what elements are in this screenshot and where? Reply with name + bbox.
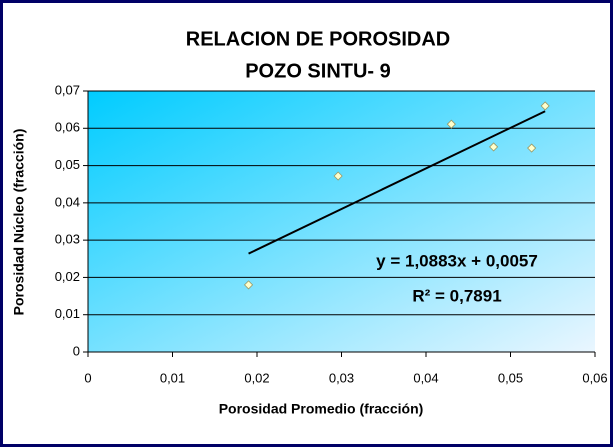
y-tick-label: 0,07 — [55, 82, 80, 97]
trendline-equation: y = 1,0883x + 0,0057 — [376, 251, 538, 270]
r-squared: R² = 0,7891 — [412, 286, 501, 305]
y-tick-label: 0,06 — [55, 120, 80, 135]
y-tick-label: 0,01 — [55, 306, 80, 321]
data-point — [243, 280, 254, 290]
x-axis-label: Porosidad Promedio (fracción) — [219, 401, 424, 417]
y-tick-label: 0,02 — [55, 269, 80, 284]
data-point — [446, 119, 456, 129]
y-tick-label: 0,05 — [55, 157, 80, 172]
trendline — [248, 110, 546, 255]
x-tick-label: 0,05 — [498, 370, 523, 385]
x-tick-label: 0,03 — [329, 370, 354, 385]
y-tick-label: 0 — [73, 343, 80, 358]
y-axis-label: Porosidad Núcleo (fracción) — [11, 129, 27, 316]
data-point — [489, 142, 499, 152]
x-tick-label: 0,04 — [413, 370, 438, 385]
x-tick-label: 0,02 — [244, 370, 269, 385]
y-tick-label: 0,04 — [55, 194, 80, 209]
plot-area — [88, 91, 595, 352]
data-point — [527, 143, 537, 153]
x-tick-label: 0,06 — [582, 370, 607, 385]
data-point — [540, 101, 550, 111]
y-tick-label: 0,03 — [55, 232, 80, 247]
x-tick-label: 0,01 — [160, 370, 185, 385]
data-point — [333, 171, 343, 181]
chart-subtitle: POZO SINTU- 9 — [245, 60, 391, 82]
x-tick-label: 0 — [84, 370, 91, 385]
chart-title: RELACION DE POROSIDAD — [186, 28, 450, 50]
